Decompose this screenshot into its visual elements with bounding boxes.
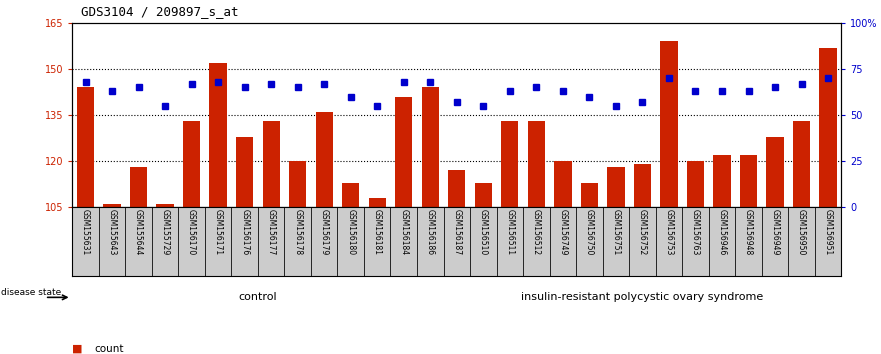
Text: GSM156187: GSM156187 (452, 209, 462, 255)
Bar (655, 207, 682, 276)
Bar (232, 207, 258, 276)
Bar (576, 207, 603, 276)
Bar (258, 207, 285, 276)
Bar (740, 155, 757, 207)
Text: GSM156753: GSM156753 (664, 209, 673, 256)
Bar (311, 207, 337, 276)
Bar (448, 170, 465, 207)
Bar (285, 207, 311, 276)
Bar (315, 112, 333, 207)
Bar (708, 207, 736, 276)
Text: GSM156176: GSM156176 (241, 209, 249, 255)
Text: GSM156950: GSM156950 (797, 209, 806, 256)
Text: disease state: disease state (2, 288, 62, 297)
Text: GSM156751: GSM156751 (611, 209, 620, 255)
Bar (766, 137, 784, 207)
Bar (152, 207, 178, 276)
Text: GSM155631: GSM155631 (81, 209, 90, 255)
Text: insulin-resistant polycystic ovary syndrome: insulin-resistant polycystic ovary syndr… (522, 292, 764, 302)
Bar (554, 161, 572, 207)
Bar (342, 183, 359, 207)
Bar (103, 204, 121, 207)
Text: GSM155729: GSM155729 (160, 209, 169, 255)
Text: GSM156181: GSM156181 (373, 209, 381, 255)
Bar (682, 207, 708, 276)
Bar (714, 155, 730, 207)
Bar (629, 207, 655, 276)
Text: GSM156749: GSM156749 (559, 209, 567, 256)
Bar (497, 207, 523, 276)
Bar (528, 121, 545, 207)
Text: GSM156752: GSM156752 (638, 209, 647, 255)
Text: GSM156511: GSM156511 (506, 209, 515, 255)
Bar (178, 207, 205, 276)
Text: control: control (239, 292, 278, 302)
Text: GSM156951: GSM156951 (824, 209, 833, 255)
Text: GSM156178: GSM156178 (293, 209, 302, 255)
Bar (183, 121, 200, 207)
Bar (390, 207, 417, 276)
Bar (523, 207, 550, 276)
Bar (762, 207, 788, 276)
Bar (736, 207, 762, 276)
Text: GSM155644: GSM155644 (134, 209, 143, 256)
Text: count: count (94, 344, 123, 354)
Text: GSM156177: GSM156177 (267, 209, 276, 255)
Bar (417, 207, 443, 276)
Text: GSM155643: GSM155643 (107, 209, 116, 256)
Bar (788, 207, 815, 276)
Text: GSM156946: GSM156946 (717, 209, 727, 256)
Bar (337, 207, 364, 276)
Bar (205, 207, 232, 276)
Text: GSM156949: GSM156949 (771, 209, 780, 256)
Text: GSM156948: GSM156948 (744, 209, 753, 255)
Bar (603, 207, 629, 276)
Bar (661, 41, 677, 207)
Text: GSM156763: GSM156763 (691, 209, 700, 256)
Bar (236, 137, 253, 207)
Bar (819, 47, 837, 207)
Bar (422, 87, 439, 207)
Text: GSM156512: GSM156512 (532, 209, 541, 255)
Text: GSM156184: GSM156184 (399, 209, 408, 255)
Bar (364, 207, 390, 276)
Bar (475, 183, 492, 207)
Bar (687, 161, 704, 207)
Bar (607, 167, 625, 207)
Bar (793, 121, 811, 207)
Bar (77, 87, 94, 207)
Bar (368, 198, 386, 207)
Bar (815, 207, 841, 276)
Bar (501, 121, 518, 207)
Text: GSM156510: GSM156510 (478, 209, 488, 255)
Text: GDS3104 / 209897_s_at: GDS3104 / 209897_s_at (81, 5, 239, 18)
Bar (157, 204, 174, 207)
Bar (550, 207, 576, 276)
Bar (633, 164, 651, 207)
Text: ■: ■ (72, 344, 83, 354)
Text: GSM156180: GSM156180 (346, 209, 355, 255)
Bar (443, 207, 470, 276)
Text: GSM156186: GSM156186 (426, 209, 435, 255)
Bar (289, 161, 307, 207)
Bar (72, 207, 99, 276)
Bar (470, 207, 497, 276)
Bar (125, 207, 152, 276)
Bar (263, 121, 280, 207)
Bar (210, 63, 226, 207)
Bar (396, 97, 412, 207)
Bar (581, 183, 598, 207)
Text: GSM156170: GSM156170 (187, 209, 196, 255)
Bar (99, 207, 125, 276)
Bar (130, 167, 147, 207)
Text: GSM156179: GSM156179 (320, 209, 329, 255)
Text: GSM156750: GSM156750 (585, 209, 594, 256)
Text: GSM156171: GSM156171 (213, 209, 223, 255)
